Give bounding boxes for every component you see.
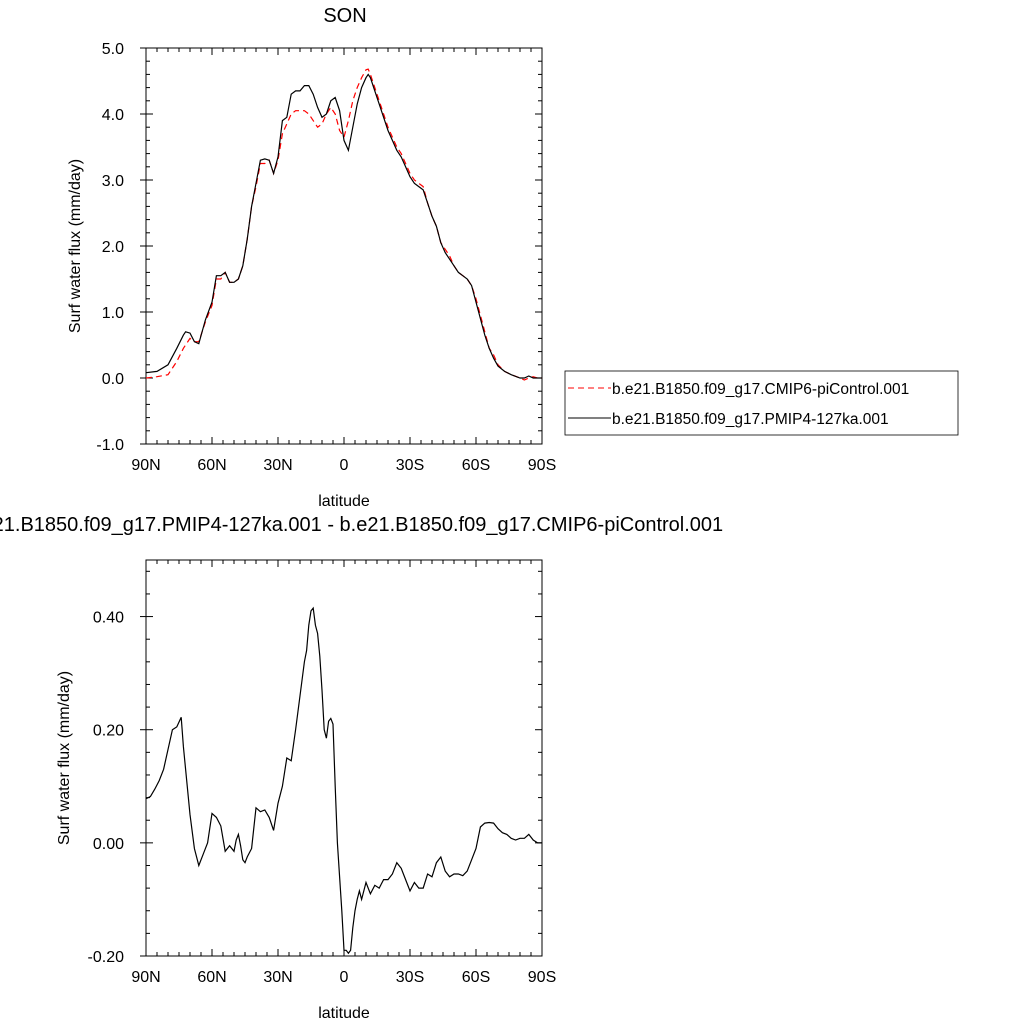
- top-x-tick-label: 0: [340, 457, 349, 474]
- bottom-x-tick-label: 90S: [528, 969, 556, 986]
- legend-label-pmip4: b.e21.B1850.f09_g17.PMIP4-127ka.001: [612, 411, 889, 428]
- top-series: [145, 68, 542, 381]
- bottom-x-tick-label: 30N: [263, 969, 292, 986]
- top-panel: SON 90N 60N 30N 0 30S 60S 90S -1.0 0.0 1.0 2.0 3.0 4…: [67, 5, 556, 510]
- bottom-panel: b.e21.B1850.f09_g17.PMIP4-127ka.001 - b.…: [0, 514, 723, 1022]
- top-y-tick-label: 4.0: [102, 107, 124, 124]
- bottom-x-tick-label: 60N: [197, 969, 226, 986]
- bottom-series: [145, 606, 542, 955]
- bottom-x-tick-label: 90N: [131, 969, 160, 986]
- top-x-tick-label: 90S: [528, 457, 556, 474]
- bottom-series-line-0: [145, 606, 542, 955]
- bottom-y-tick-label: -0.20: [88, 949, 125, 966]
- legend: b.e21.B1850.f09_g17.CMIP6-piControl.001 …: [564, 370, 959, 436]
- top-y-tick-label: 5.0: [102, 41, 124, 58]
- top-x-tick-label: 60S: [462, 457, 490, 474]
- top-y-tick-label: 1.0: [102, 305, 124, 322]
- top-series-line-1: [145, 73, 542, 379]
- top-series-line-0: [145, 68, 542, 381]
- top-ticks: 90N 60N 30N 0 30S 60S 90S -1.0 0.0 1.0 2.0 3.0 4.0 5.…: [96, 41, 556, 474]
- bottom-x-axis-label: latitude: [318, 1005, 370, 1022]
- bottom-chart-title: b.e21.B1850.f09_g17.PMIP4-127ka.001 - b.…: [0, 514, 723, 536]
- top-plot-frame: [145, 47, 543, 445]
- bottom-x-tick-label: 0: [340, 969, 349, 986]
- legend-label-picontrol: b.e21.B1850.f09_g17.CMIP6-piControl.001: [612, 381, 909, 398]
- bottom-ticks: 90N 60N 30N 0 30S 60S 90S -0.20 0.00 0.20 0.40: [88, 560, 556, 986]
- top-x-tick-label: 30N: [263, 457, 292, 474]
- top-x-axis-label: latitude: [318, 493, 370, 510]
- top-y-tick-label: -1.0: [96, 437, 124, 454]
- top-x-tick-label: 30S: [396, 457, 424, 474]
- bottom-plot-frame: [145, 559, 543, 957]
- bottom-y-axis-label: Surf water flux (mm/day): [56, 671, 73, 845]
- bottom-y-tick-label: 0.40: [93, 610, 124, 627]
- bottom-y-tick-label: 0.00: [93, 836, 124, 853]
- top-x-tick-label: 90N: [131, 457, 160, 474]
- legend-box: [564, 370, 959, 436]
- top-y-axis-label: Surf water flux (mm/day): [67, 159, 84, 333]
- bottom-x-tick-label: 60S: [462, 969, 490, 986]
- top-y-tick-label: 2.0: [102, 239, 124, 256]
- top-y-tick-label: 0.0: [102, 371, 124, 388]
- top-y-tick-label: 3.0: [102, 173, 124, 190]
- bottom-x-tick-label: 30S: [396, 969, 424, 986]
- top-x-tick-label: 60N: [197, 457, 226, 474]
- top-chart-title: SON: [323, 5, 366, 27]
- bottom-y-tick-label: 0.20: [93, 723, 124, 740]
